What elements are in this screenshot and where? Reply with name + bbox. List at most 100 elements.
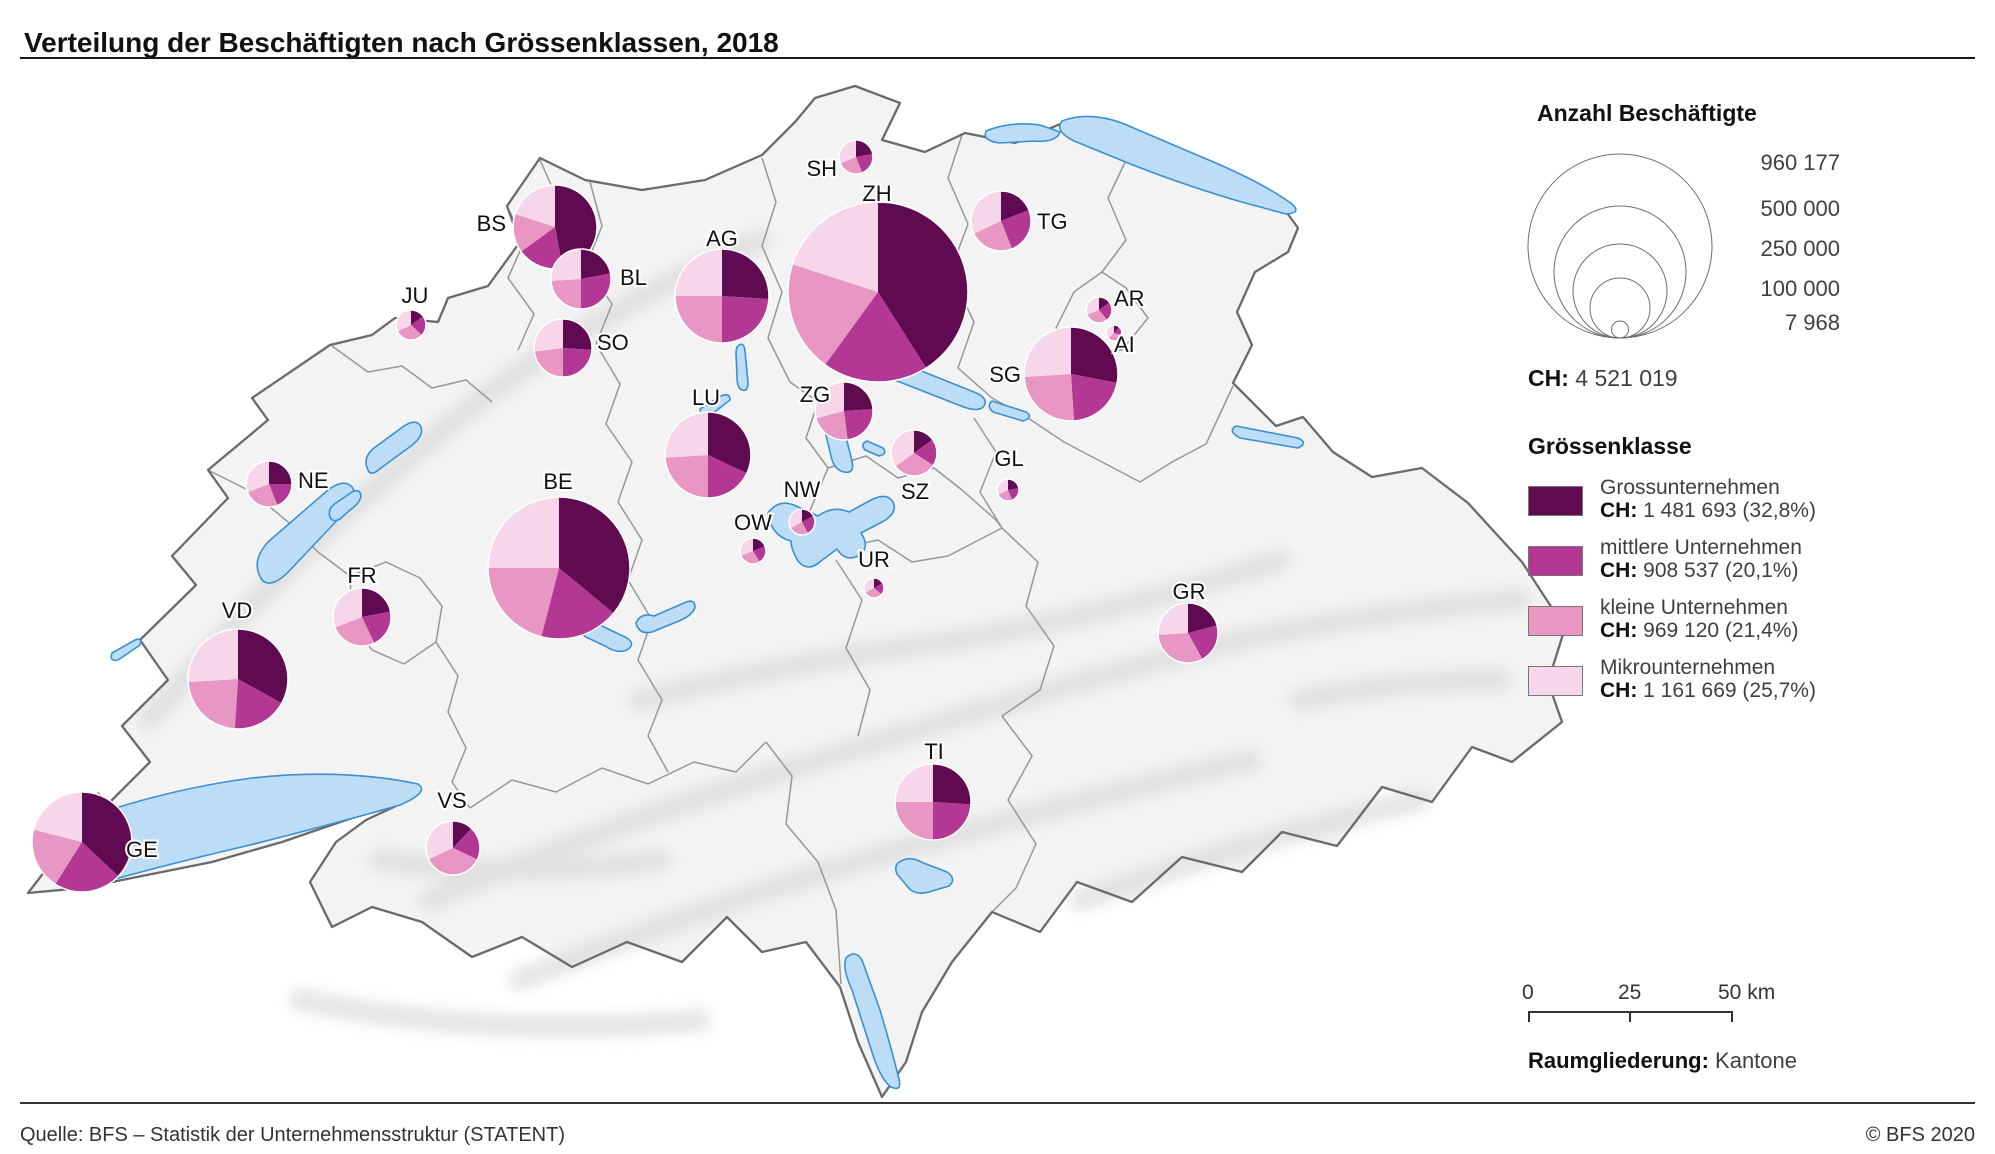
lake-biel [365, 421, 423, 474]
lake-lugano [894, 857, 954, 894]
pie-slice [82, 792, 133, 877]
pie-slice [269, 461, 292, 484]
pie-slice [534, 319, 563, 352]
canton-label-LU: LU [692, 385, 720, 410]
scale-label-0: 0 [1522, 981, 1534, 1004]
pie-slice [790, 522, 809, 535]
pie-outline [787, 201, 969, 383]
pie-slice [844, 409, 873, 440]
canton-pie-UR [863, 577, 885, 599]
pie-slice [722, 296, 769, 343]
pie-slice [815, 382, 844, 419]
pie-slice [269, 484, 292, 506]
pie-outline [1085, 296, 1113, 324]
pie-outline [664, 411, 752, 499]
legend-ch-prefix: CH: [1600, 499, 1638, 522]
canton-pie-BE [487, 496, 631, 640]
canton-label-SG: SG [989, 362, 1021, 387]
pie-outline [425, 820, 481, 876]
canton-label-NW: NW [784, 477, 821, 502]
pie-slice [521, 227, 563, 269]
lake-untersee [984, 123, 1061, 144]
pie-slice [740, 551, 760, 565]
pie-slice [914, 439, 937, 466]
pie-slice [247, 484, 278, 507]
page-title: Verteilung der Beschäftigten nach Grösse… [24, 26, 779, 58]
pie-slice [1099, 302, 1112, 321]
pie-slice [933, 802, 971, 840]
pie-slice [534, 348, 563, 377]
pie-outline [550, 248, 612, 310]
pie-slice [1086, 310, 1108, 323]
pie-slice [895, 453, 934, 476]
lake-joux [110, 638, 142, 662]
pie-outline [245, 460, 293, 508]
pie-outline [838, 139, 874, 175]
relief-shading [139, 229, 1531, 1038]
size-legend-value: 7 968 [1784, 310, 1840, 335]
pie-slice [1071, 327, 1118, 383]
class-legend-title: Grössenklasse [1528, 433, 1692, 459]
pie-slice [563, 348, 592, 377]
canton-pies [31, 139, 1219, 893]
pie-outline [788, 508, 816, 536]
pie-outline [187, 628, 289, 730]
canton-pie-NW [788, 508, 816, 536]
ch-total-prefix: CH: [1528, 365, 1569, 391]
canton-pie-BL [550, 248, 612, 310]
lake-aegeri [862, 440, 886, 457]
canton-pie-SZ [890, 429, 938, 477]
pie-slice [411, 316, 426, 336]
pie-slice [1158, 603, 1188, 635]
canton-label-ZH: ZH [862, 181, 891, 206]
pie-outline [890, 429, 938, 477]
canton-label-SO: SO [597, 330, 629, 355]
pie-slice [914, 430, 933, 453]
lake-walensee [1231, 425, 1305, 449]
pie-slice [788, 264, 878, 365]
pie-outline [1105, 324, 1123, 342]
pie-slice [792, 202, 878, 292]
canton-label-FR: FR [347, 563, 376, 588]
canton-label-SH: SH [806, 156, 837, 181]
pie-slice [188, 629, 238, 683]
pie-slice [722, 249, 769, 299]
pie-slice [559, 497, 630, 614]
pie-slice [513, 214, 555, 252]
pie-outline [970, 190, 1032, 252]
pie-slice [874, 583, 884, 595]
lakes [58, 115, 1305, 1090]
size-legend-circles [1527, 153, 1713, 339]
pie-slice [1001, 209, 1031, 249]
pie-outline [31, 791, 133, 893]
pie-slice [362, 588, 391, 617]
lake-constance [1058, 115, 1297, 215]
canton-pie-BS [512, 184, 598, 270]
legend-ch-prefix: CH: [1600, 619, 1638, 642]
canton-label-GL: GL [994, 446, 1023, 471]
pie-outline [533, 318, 593, 378]
canton-label-AR: AR [1114, 286, 1145, 311]
pie-outline [894, 763, 972, 841]
pie-slice [488, 568, 559, 637]
pie-slice [753, 538, 766, 551]
raumgliederung-label: Raumgliederung: [1528, 1048, 1709, 1073]
raumgliederung-value: Kantone [1715, 1048, 1797, 1073]
canton-label-AI: AI [1114, 332, 1135, 357]
pie-slice [891, 430, 914, 467]
pie-slice [895, 764, 933, 802]
canton-label-OW: OW [734, 510, 772, 535]
pie-slice [865, 588, 882, 598]
lake-murten [328, 489, 362, 522]
canton-pie-SH [838, 139, 874, 175]
canton-pie-SO [533, 318, 593, 378]
pie-slice [675, 249, 722, 296]
pie-slice [1071, 374, 1118, 421]
pie-slice [844, 381, 873, 411]
legend-label: Grossunternehmen [1600, 476, 1780, 499]
pie-slice [563, 319, 592, 350]
size-legend-circle [1553, 205, 1687, 339]
canton-label-BL: BL [620, 265, 647, 290]
canton-pie-GL [996, 478, 1020, 502]
pie-slice [1114, 325, 1120, 333]
